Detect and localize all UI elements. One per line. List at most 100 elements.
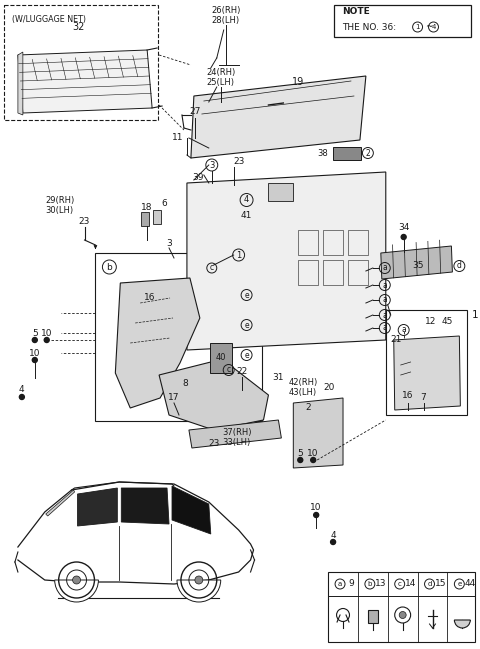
- Text: 34: 34: [398, 223, 409, 232]
- Text: 33(LH): 33(LH): [223, 439, 251, 448]
- Text: 39: 39: [192, 173, 204, 182]
- Text: 1: 1: [472, 310, 479, 320]
- Wedge shape: [55, 580, 98, 602]
- Text: 43(LH): 43(LH): [288, 389, 316, 397]
- Polygon shape: [78, 488, 117, 526]
- Polygon shape: [187, 172, 386, 350]
- Text: c: c: [210, 263, 214, 273]
- Text: 35: 35: [412, 262, 423, 271]
- Text: 6: 6: [161, 199, 167, 208]
- Bar: [333, 147, 361, 160]
- Polygon shape: [46, 490, 74, 516]
- Text: 24(RH): 24(RH): [206, 67, 235, 77]
- Bar: [298, 260, 318, 285]
- Polygon shape: [18, 52, 23, 115]
- Text: a: a: [383, 323, 387, 332]
- Text: 23: 23: [208, 439, 219, 448]
- Text: 45: 45: [442, 317, 453, 326]
- Text: 28(LH): 28(LH): [212, 16, 240, 25]
- Text: 5: 5: [298, 448, 303, 458]
- Text: 12: 12: [425, 317, 436, 326]
- Text: 32: 32: [72, 22, 85, 32]
- Text: 2: 2: [305, 404, 311, 413]
- Wedge shape: [455, 620, 470, 628]
- Text: 14: 14: [405, 580, 416, 589]
- Text: 15: 15: [435, 580, 446, 589]
- Circle shape: [401, 234, 406, 239]
- Text: 37(RH): 37(RH): [222, 428, 252, 437]
- Circle shape: [399, 611, 406, 618]
- Text: (W/LUGGAGE NET): (W/LUGGAGE NET): [12, 15, 86, 24]
- Text: 25(LH): 25(LH): [207, 77, 235, 86]
- Text: 1: 1: [415, 24, 420, 30]
- Text: 10: 10: [311, 504, 322, 513]
- Bar: [323, 230, 343, 255]
- Text: 2: 2: [365, 149, 370, 158]
- Circle shape: [195, 576, 203, 584]
- Text: 31: 31: [273, 373, 284, 382]
- Text: 11: 11: [172, 134, 184, 143]
- Text: 41: 41: [241, 210, 252, 219]
- Bar: [268, 183, 293, 201]
- Text: c: c: [227, 365, 231, 374]
- Text: a: a: [383, 310, 387, 319]
- Polygon shape: [172, 486, 211, 534]
- Circle shape: [311, 458, 316, 463]
- Text: 4: 4: [432, 24, 436, 30]
- Text: 16: 16: [402, 391, 413, 400]
- Text: 9: 9: [348, 580, 354, 589]
- Text: 44: 44: [465, 580, 476, 589]
- Bar: [96, 253, 263, 421]
- Text: b: b: [368, 581, 372, 587]
- Circle shape: [32, 358, 37, 363]
- Circle shape: [298, 458, 303, 463]
- Text: e: e: [244, 321, 249, 330]
- Text: 10: 10: [41, 328, 52, 337]
- Polygon shape: [293, 398, 343, 468]
- Text: 1: 1: [236, 251, 241, 260]
- Text: d: d: [457, 262, 462, 271]
- Text: 29(RH): 29(RH): [45, 195, 74, 204]
- Text: a: a: [338, 581, 342, 587]
- Polygon shape: [381, 246, 452, 279]
- Bar: [334, 5, 471, 37]
- Text: 18: 18: [142, 202, 153, 212]
- Text: 19: 19: [292, 77, 304, 87]
- Text: 17: 17: [168, 393, 180, 402]
- Text: 42(RH): 42(RH): [288, 378, 318, 387]
- Polygon shape: [191, 76, 366, 158]
- Text: 3: 3: [166, 238, 172, 247]
- Bar: [323, 260, 343, 285]
- Text: 30(LH): 30(LH): [46, 206, 74, 215]
- Bar: [328, 572, 475, 642]
- Text: NOTE: NOTE: [342, 8, 370, 16]
- Circle shape: [44, 337, 49, 343]
- Text: e: e: [457, 581, 461, 587]
- Text: a: a: [383, 295, 387, 304]
- Bar: [141, 212, 149, 226]
- Text: 22: 22: [236, 367, 247, 376]
- Text: e: e: [244, 291, 249, 299]
- Circle shape: [331, 539, 336, 545]
- Wedge shape: [177, 580, 221, 602]
- Bar: [348, 260, 368, 285]
- Text: 16: 16: [144, 293, 156, 302]
- Bar: [298, 230, 318, 255]
- Text: c: c: [398, 581, 402, 587]
- Text: 7: 7: [420, 393, 426, 402]
- Text: a: a: [383, 280, 387, 289]
- Text: a: a: [401, 326, 406, 334]
- Text: ~: ~: [424, 23, 432, 32]
- Polygon shape: [115, 278, 200, 408]
- Text: 8: 8: [182, 378, 188, 387]
- Polygon shape: [189, 420, 281, 448]
- Polygon shape: [121, 488, 169, 524]
- Text: 4: 4: [19, 386, 24, 395]
- Text: 13: 13: [375, 580, 386, 589]
- Text: 5: 5: [32, 328, 37, 337]
- Bar: [348, 230, 368, 255]
- Text: 21: 21: [391, 336, 402, 345]
- Circle shape: [19, 395, 24, 400]
- Text: 26(RH): 26(RH): [211, 5, 240, 14]
- Polygon shape: [159, 360, 268, 430]
